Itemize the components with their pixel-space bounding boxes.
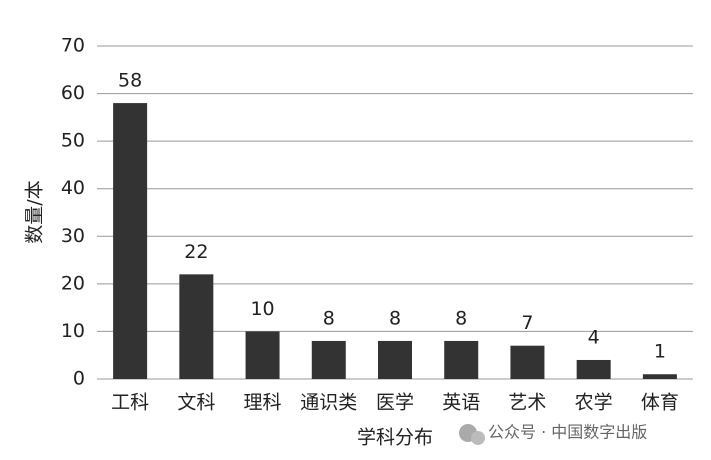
bar	[113, 103, 148, 379]
bar	[311, 340, 346, 379]
y-axis-label: 数量/本	[24, 180, 46, 243]
x-tick-label: 通识类	[300, 392, 357, 414]
x-tick-label: 工科	[111, 392, 149, 414]
y-tick-label: 20	[61, 272, 85, 294]
bar	[245, 331, 280, 379]
data-label: 22	[184, 241, 208, 263]
data-label: 10	[250, 298, 274, 320]
bar	[378, 340, 412, 379]
x-tick-label: 农学	[575, 392, 613, 414]
data-label: 8	[455, 307, 467, 329]
y-tick-label: 70	[61, 35, 85, 57]
bar	[510, 345, 545, 379]
y-tick-label: 50	[61, 130, 85, 152]
y-tick-label: 10	[61, 320, 85, 342]
x-tick-label: 艺术	[508, 392, 546, 414]
watermark-icon	[459, 424, 485, 445]
y-tick-label: 40	[61, 177, 85, 199]
y-tick-label: 60	[61, 82, 85, 104]
bar	[642, 374, 677, 379]
y-tick-label: 0	[73, 368, 85, 390]
watermark: 公众号 · 中国数字出版	[488, 423, 647, 442]
data-label: 1	[654, 341, 666, 363]
bar	[444, 340, 479, 379]
data-label: 58	[118, 70, 142, 92]
data-label: 8	[323, 307, 335, 329]
bar	[576, 359, 611, 379]
x-tick-label: 体育	[641, 392, 679, 414]
x-tick-label: 医学	[376, 392, 414, 414]
x-tick-label: 英语	[442, 392, 480, 414]
x-tick-label: 文科	[177, 392, 215, 414]
data-label: 8	[389, 307, 401, 329]
x-axis-label: 学科分布	[357, 427, 433, 449]
data-label: 7	[521, 312, 533, 334]
y-tick-label: 30	[61, 225, 85, 247]
data-label: 4	[588, 326, 600, 348]
x-tick-label: 理科	[244, 392, 282, 414]
bar	[179, 274, 214, 379]
